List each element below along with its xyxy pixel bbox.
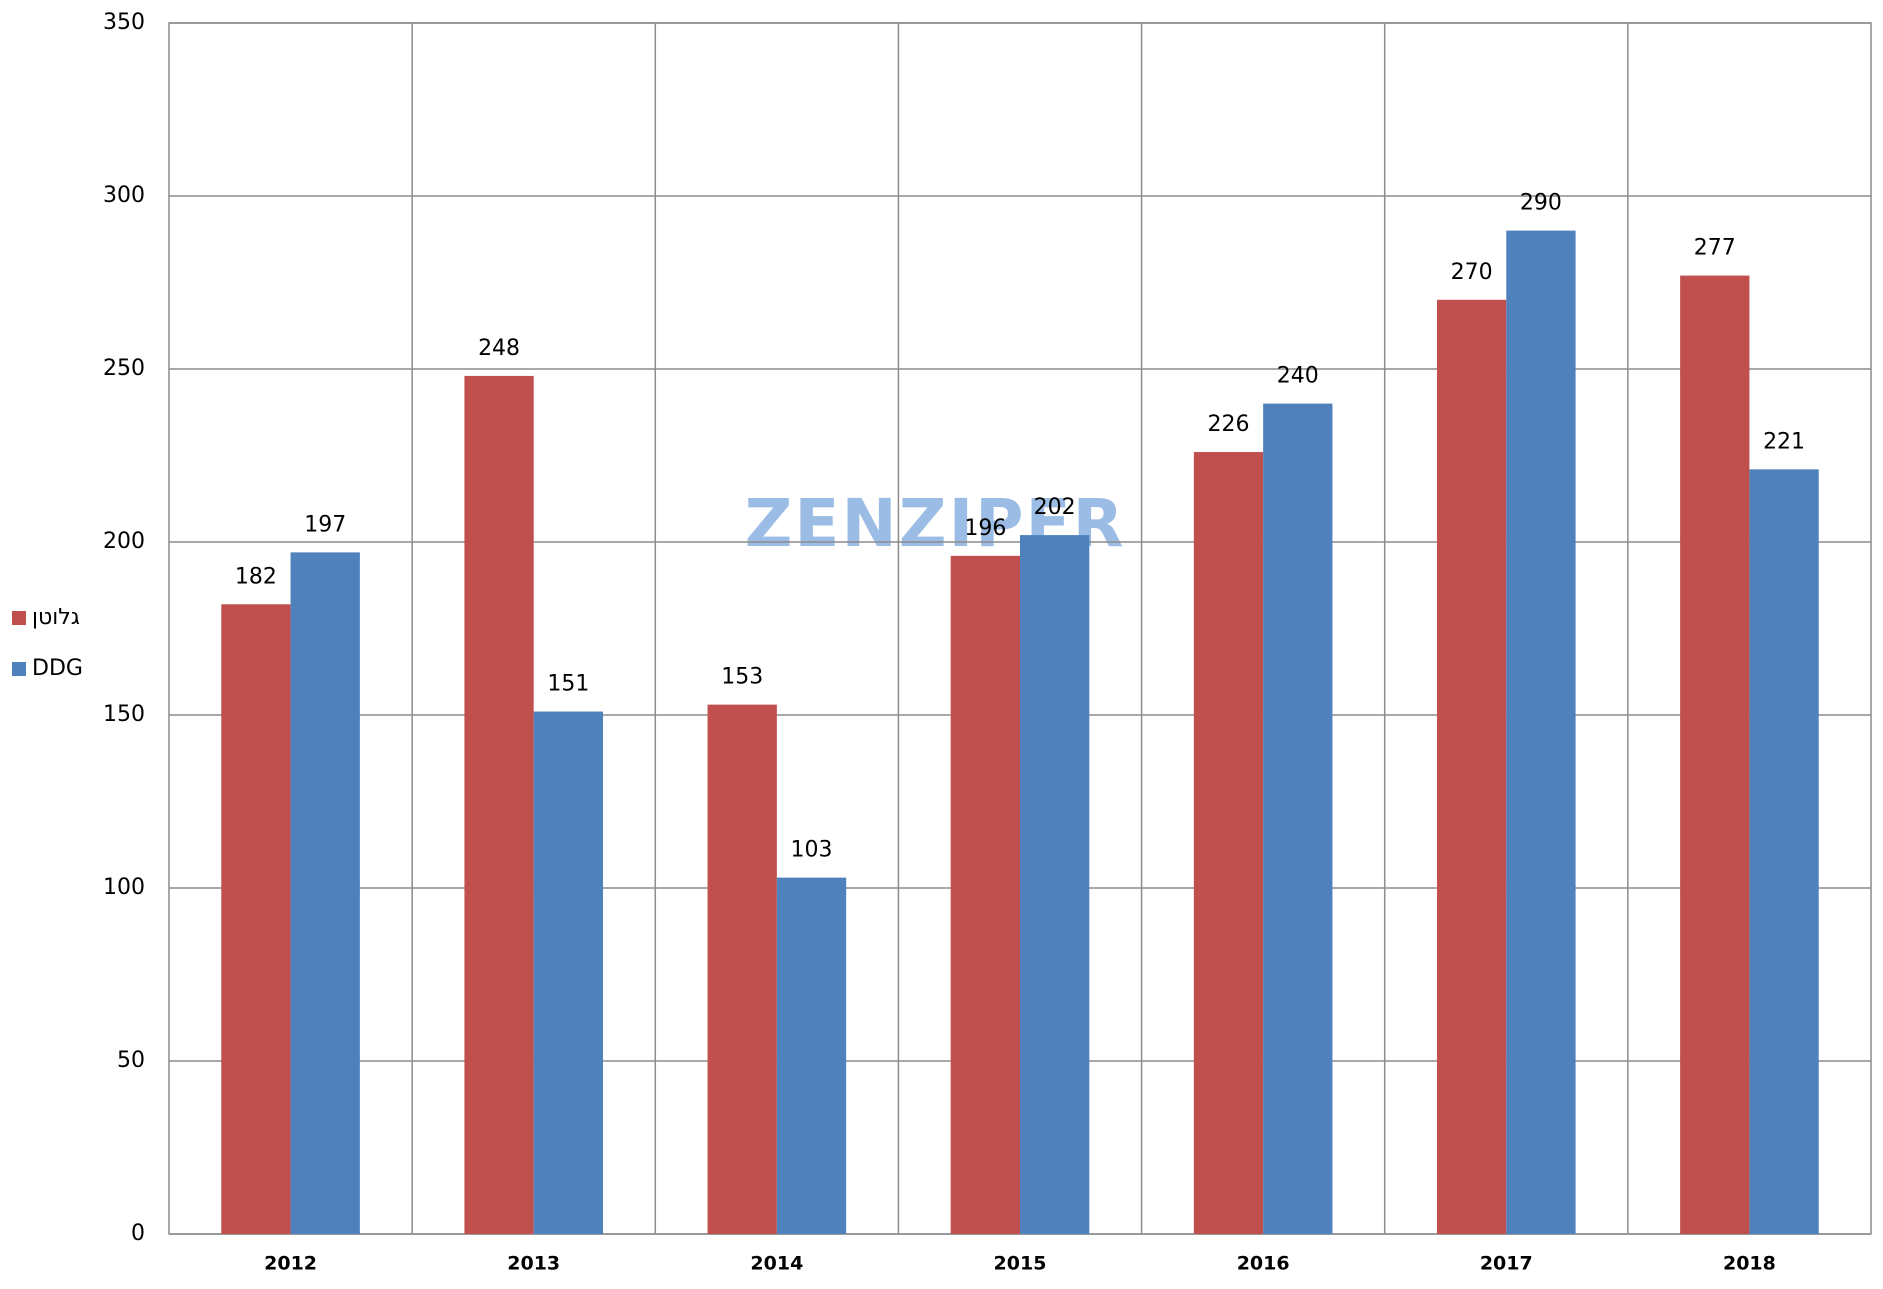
data-label: 153 bbox=[721, 665, 763, 690]
x-tick-label: 2018 bbox=[1723, 1253, 1776, 1275]
data-label: 197 bbox=[304, 512, 346, 537]
bar bbox=[950, 555, 1020, 1234]
data-label: 202 bbox=[1034, 495, 1076, 520]
data-label: 248 bbox=[478, 336, 520, 361]
y-tick-label: 350 bbox=[103, 10, 145, 35]
y-tick-label: 300 bbox=[103, 183, 145, 208]
y-tick-label: 100 bbox=[103, 875, 145, 900]
y-tick-label: 0 bbox=[131, 1221, 145, 1246]
legend-swatch bbox=[12, 611, 26, 625]
data-label: 221 bbox=[1763, 429, 1805, 454]
bar bbox=[1749, 469, 1819, 1235]
legend-swatch bbox=[12, 662, 26, 676]
bar bbox=[1020, 535, 1090, 1234]
bar bbox=[1680, 275, 1750, 1235]
legend-label: DDG bbox=[32, 656, 83, 681]
data-label: 103 bbox=[791, 838, 833, 863]
data-label: 226 bbox=[1207, 412, 1249, 437]
x-tick-label: 2017 bbox=[1480, 1253, 1533, 1275]
bar bbox=[290, 552, 360, 1234]
x-tick-label: 2012 bbox=[264, 1253, 317, 1275]
data-label: 290 bbox=[1520, 191, 1562, 216]
data-label: 277 bbox=[1694, 236, 1736, 261]
y-tick-label: 150 bbox=[103, 702, 145, 727]
bar bbox=[1506, 230, 1576, 1235]
data-label: 240 bbox=[1277, 364, 1319, 389]
x-tick-label: 2015 bbox=[994, 1253, 1047, 1275]
bar bbox=[221, 604, 291, 1234]
y-tick-label: 250 bbox=[103, 356, 145, 381]
bar bbox=[776, 877, 847, 1234]
y-tick-label: 50 bbox=[117, 1048, 145, 1073]
bar bbox=[1436, 299, 1507, 1234]
data-label: 182 bbox=[235, 564, 277, 589]
data-label: 270 bbox=[1451, 260, 1493, 285]
legend-label: גלוטן bbox=[32, 605, 80, 630]
y-tick-label: 200 bbox=[103, 529, 145, 554]
bar bbox=[1193, 452, 1264, 1234]
x-tick-label: 2014 bbox=[750, 1253, 803, 1275]
bar bbox=[533, 711, 604, 1234]
x-tick-label: 2013 bbox=[507, 1253, 560, 1275]
bar bbox=[1263, 403, 1333, 1235]
x-tick-label: 2016 bbox=[1237, 1253, 1290, 1275]
bar bbox=[707, 704, 777, 1234]
data-label: 196 bbox=[964, 516, 1006, 541]
data-label: 151 bbox=[547, 672, 589, 697]
bar bbox=[464, 375, 534, 1234]
